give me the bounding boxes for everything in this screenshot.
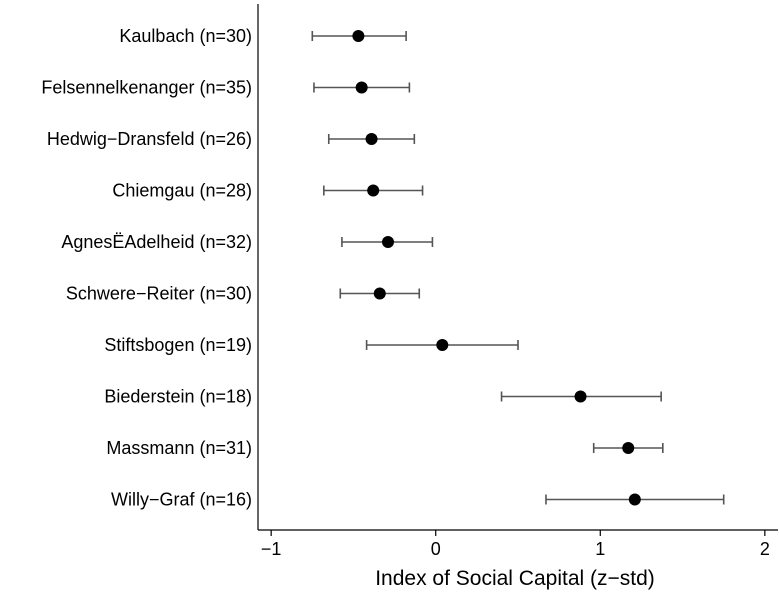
category-label: Schwere−Reiter (n=30) — [66, 284, 252, 304]
point-layer — [352, 30, 641, 506]
category-label: Massmann (n=31) — [106, 438, 252, 458]
point-estimate — [382, 236, 394, 248]
point-estimate — [574, 390, 587, 403]
x-axis-title: Index of Social Capital (z−std) — [375, 567, 655, 590]
x-tick-label: 1 — [595, 539, 605, 559]
x-axis-ticks: −1 0 1 2 — [261, 530, 770, 559]
point-estimate — [622, 442, 635, 454]
point-estimate — [436, 339, 449, 351]
category-label: Hedwig−Dransfeld (n=26) — [47, 129, 252, 149]
point-estimate — [352, 30, 365, 42]
point-estimate — [367, 184, 380, 197]
point-estimate — [355, 81, 368, 94]
point-estimate — [373, 287, 386, 300]
category-label: Willy−Graf (n=16) — [111, 490, 252, 510]
category-label: Stiftsbogen (n=19) — [104, 335, 252, 355]
x-tick-label: 0 — [431, 539, 441, 559]
x-tick-label: 2 — [760, 539, 770, 559]
x-tick-label: −1 — [261, 539, 282, 559]
category-label: Kaulbach (n=30) — [119, 26, 252, 46]
category-label: Biederstein (n=18) — [104, 387, 252, 407]
category-labels: Kaulbach (n=30) Felsennelkenanger (n=35) H… — [41, 26, 252, 510]
point-estimate — [365, 133, 378, 145]
category-label: Felsennelkenanger (n=35) — [41, 78, 252, 98]
errorbar-layer — [311, 31, 725, 505]
point-estimate — [628, 493, 641, 506]
category-label: Chiemgau (n=28) — [112, 181, 252, 201]
category-label: AgnesË̈Adelheid (n=32) — [61, 232, 252, 252]
